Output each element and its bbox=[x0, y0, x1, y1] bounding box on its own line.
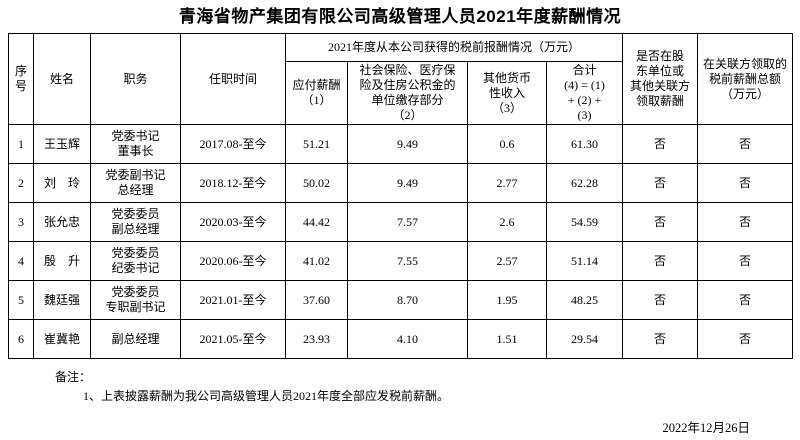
cell-total: 48.25 bbox=[545, 280, 624, 320]
cell-seq: 5 bbox=[8, 280, 34, 320]
cell-social-insurance: 9.49 bbox=[347, 163, 468, 203]
header-position: 职务 bbox=[90, 33, 181, 125]
cell-social-insurance: 9.49 bbox=[347, 124, 468, 164]
cell-position: 党委副书记 总经理 bbox=[90, 163, 181, 203]
cell-total: 62.28 bbox=[545, 163, 624, 203]
note-item-1: 1、上表披露薪酬为我公司高级管理人员2021年度全部应发税前薪酬。 bbox=[83, 389, 450, 403]
cell-name: 刘 玲 bbox=[33, 163, 91, 203]
cell-name: 殷 升 bbox=[33, 241, 91, 281]
salary-table: 序号 姓名 职务 任职时间 2021年度从本公司获得的税前报酬情况（万元） 是否… bbox=[8, 33, 794, 359]
cell-other-cash: 2.6 bbox=[467, 202, 547, 242]
cell-tenure: 2021.01-至今 bbox=[180, 280, 286, 320]
table-row: 1 王玉辉 党委书记 董事长 2017.08-至今 51.21 9.49 0.6… bbox=[8, 124, 794, 164]
cell-position: 副总经理 bbox=[90, 319, 181, 359]
header-payable-salary: 应付薪酬 （1） bbox=[285, 61, 348, 125]
cell-payable: 51.21 bbox=[285, 124, 348, 164]
cell-tenure: 2021.05-至今 bbox=[180, 319, 286, 359]
date-stamp: 2022年12月26日 bbox=[662, 421, 750, 435]
header-seq: 序号 bbox=[8, 33, 34, 125]
cell-payable: 50.02 bbox=[285, 163, 348, 203]
cell-seq: 2 bbox=[8, 163, 34, 203]
cell-related-amount: 否 bbox=[697, 319, 794, 359]
cell-total: 51.14 bbox=[545, 241, 624, 281]
cell-tenure: 2018.12-至今 bbox=[180, 163, 286, 203]
cell-name: 张允忠 bbox=[33, 202, 91, 242]
cell-position: 党委书记 董事长 bbox=[90, 124, 181, 164]
cell-related-amount: 否 bbox=[697, 202, 794, 242]
cell-seq: 4 bbox=[8, 241, 34, 281]
cell-total: 29.54 bbox=[545, 319, 624, 359]
cell-related-amount: 否 bbox=[697, 163, 794, 203]
header-tenure: 任职时间 bbox=[180, 33, 286, 125]
cell-other-cash: 2.57 bbox=[467, 241, 547, 281]
header-row-group: 序号 姓名 职务 任职时间 2021年度从本公司获得的税前报酬情况（万元） 是否… bbox=[8, 33, 794, 125]
notes-block: 备注： 1、上表披露薪酬为我公司高级管理人员2021年度全部应发税前薪酬。 bbox=[55, 370, 800, 404]
cell-name: 王玉辉 bbox=[33, 124, 91, 164]
cell-social-insurance: 7.55 bbox=[347, 241, 468, 281]
table-row: 2 刘 玲 党委副书记 总经理 2018.12-至今 50.02 9.49 2.… bbox=[8, 163, 794, 203]
cell-related-amount: 否 bbox=[697, 124, 794, 164]
header-related-party-amount: 在关联方领取的 税前薪酬总额 （万元） bbox=[697, 33, 794, 125]
header-other-cash-income: 其他货币 性收入 （3） bbox=[467, 61, 547, 125]
cell-tenure: 2020.03-至今 bbox=[180, 202, 286, 242]
cell-payable: 41.02 bbox=[285, 241, 348, 281]
header-name: 姓名 bbox=[33, 33, 91, 125]
cell-related-paid: 否 bbox=[622, 202, 699, 242]
notes-label: 备注： bbox=[55, 370, 92, 384]
header-row-sub: 应付薪酬 （1） 社会保险、医疗保 险及住房公积金的 单位缴存部分 （2） 其他… bbox=[9, 61, 793, 125]
cell-payable: 23.93 bbox=[285, 319, 348, 359]
header-compensation-group: 2021年度从本公司获得的税前报酬情况（万元） bbox=[284, 33, 624, 62]
table-row: 5 魏廷强 党委委员 专职副书记 2021.01-至今 37.60 8.70 1… bbox=[8, 280, 794, 320]
cell-position: 党委委员 专职副书记 bbox=[90, 280, 181, 320]
cell-total: 54.59 bbox=[545, 202, 624, 242]
cell-social-insurance: 4.10 bbox=[347, 319, 468, 359]
table-row: 3 张允忠 党委委员 副总经理 2020.03-至今 44.42 7.57 2.… bbox=[8, 202, 794, 242]
cell-related-paid: 否 bbox=[622, 124, 699, 164]
header-social-insurance: 社会保险、医疗保 险及住房公积金的 单位缴存部分 （2） bbox=[347, 61, 468, 125]
cell-payable: 44.42 bbox=[285, 202, 348, 242]
cell-position: 党委委员 副总经理 bbox=[90, 202, 181, 242]
cell-other-cash: 1.95 bbox=[467, 280, 547, 320]
cell-total: 61.30 bbox=[545, 124, 624, 164]
cell-other-cash: 1.51 bbox=[467, 319, 547, 359]
cell-seq: 3 bbox=[8, 202, 34, 242]
cell-related-paid: 否 bbox=[622, 319, 699, 359]
table-row: 4 殷 升 党委委员 纪委书记 2020.06-至今 41.02 7.55 2.… bbox=[8, 241, 794, 281]
cell-social-insurance: 7.57 bbox=[347, 202, 468, 242]
cell-related-amount: 否 bbox=[697, 241, 794, 281]
document-page: 青海省物产集团有限公司高级管理人员2021年度薪酬情况 序号 姓名 职务 任职时… bbox=[0, 6, 800, 440]
cell-name: 魏廷强 bbox=[33, 280, 91, 320]
cell-tenure: 2017.08-至今 bbox=[180, 124, 286, 164]
cell-seq: 6 bbox=[8, 319, 34, 359]
cell-other-cash: 2.77 bbox=[467, 163, 547, 203]
cell-payable: 37.60 bbox=[285, 280, 348, 320]
cell-seq: 1 bbox=[8, 124, 34, 164]
cell-related-paid: 否 bbox=[622, 280, 699, 320]
cell-social-insurance: 8.70 bbox=[347, 280, 468, 320]
cell-tenure: 2020.06-至今 bbox=[180, 241, 286, 281]
table-row: 6 崔冀艳 副总经理 2021.05-至今 23.93 4.10 1.51 29… bbox=[8, 319, 794, 359]
header-related-party-paid: 是否在股 东单位或 其他关联方 领取薪酬 bbox=[622, 33, 699, 125]
cell-related-amount: 否 bbox=[697, 280, 794, 320]
cell-related-paid: 否 bbox=[622, 241, 699, 281]
cell-position: 党委委员 纪委书记 bbox=[90, 241, 181, 281]
cell-other-cash: 0.6 bbox=[467, 124, 547, 164]
page-title: 青海省物产集团有限公司高级管理人员2021年度薪酬情况 bbox=[178, 7, 622, 26]
cell-related-paid: 否 bbox=[622, 163, 699, 203]
header-total: 合计 (4) = (1) + (2) + (3) bbox=[545, 61, 624, 125]
cell-name: 崔冀艳 bbox=[33, 319, 91, 359]
